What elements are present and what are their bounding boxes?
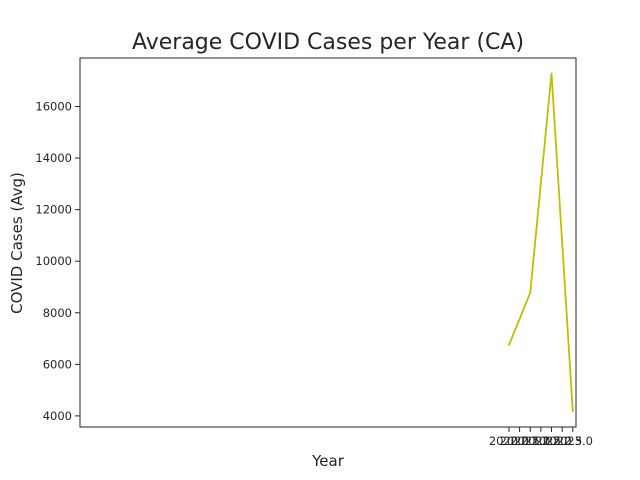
y-tick-label: 10000	[35, 254, 72, 268]
x-tick-label: 2021.5	[521, 434, 561, 448]
data-point	[508, 344, 510, 346]
chart-title: Average COVID Cases per Year (CA)	[132, 30, 524, 55]
plot-frame	[79, 57, 577, 428]
y-tick-label: 12000	[35, 203, 72, 217]
data-point	[529, 292, 532, 294]
y-tick-label: 14000	[35, 151, 72, 165]
y-tick-label: 6000	[43, 357, 72, 371]
x-tick-label: 2020.0	[489, 434, 529, 448]
data-point	[571, 410, 574, 413]
y-tick-label: 4000	[43, 409, 72, 423]
x-tick-label: 2022.5	[542, 434, 582, 448]
y-tick-label: 8000	[43, 306, 72, 320]
series-line	[508, 72, 574, 412]
x-axis-label: Year	[311, 452, 345, 470]
x-tick-label: 2022.0	[531, 434, 571, 448]
plot-area: 2020.02020.52021.02021.52022.02022.52023…	[35, 57, 593, 448]
x-tick-label: 2021.0	[510, 434, 550, 448]
x-tick-label: 2020.5	[499, 434, 539, 448]
y-axis-label: COVID Cases (Avg)	[8, 172, 26, 314]
y-tick-label: 16000	[35, 99, 72, 113]
x-tick-label: 2023.0	[553, 434, 593, 448]
data-point	[550, 72, 553, 75]
